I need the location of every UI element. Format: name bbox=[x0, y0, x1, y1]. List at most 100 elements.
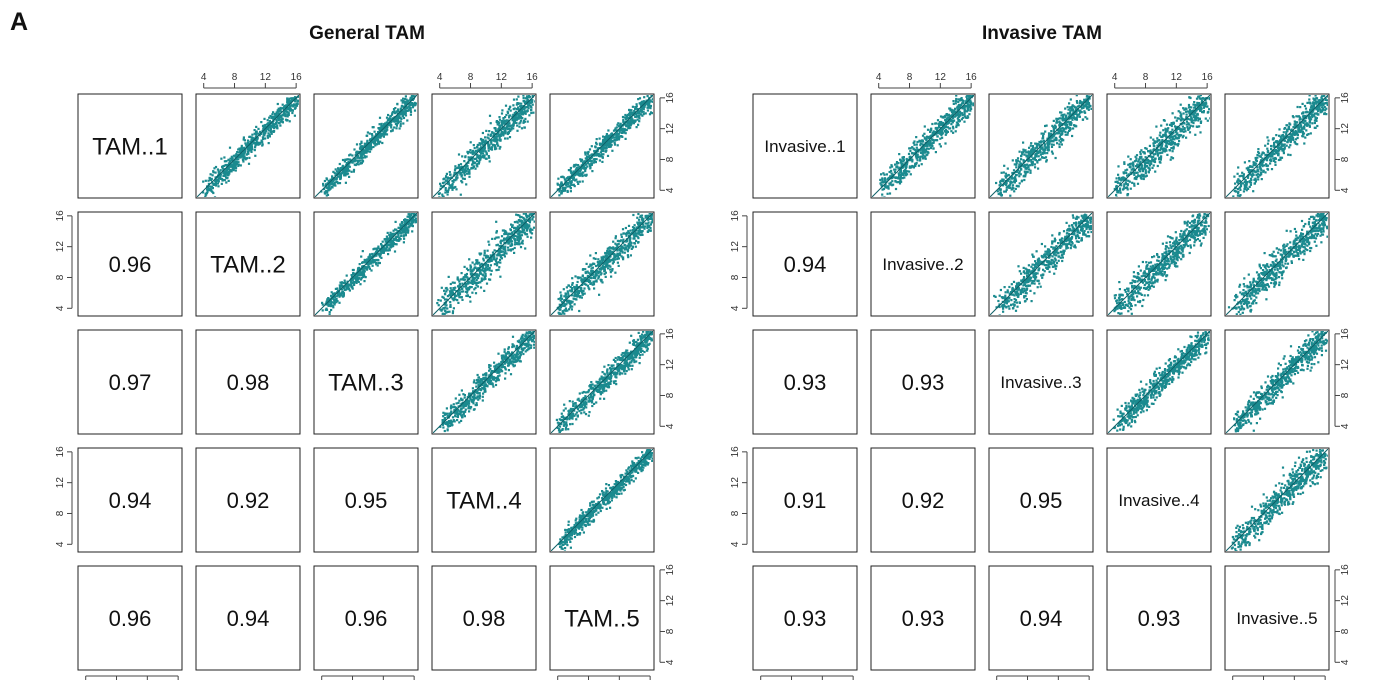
scatter-point bbox=[457, 163, 460, 167]
scatter-point bbox=[562, 188, 565, 191]
scatter-point bbox=[458, 292, 461, 295]
scatter-point bbox=[483, 251, 486, 255]
scatter-point bbox=[408, 215, 411, 218]
scatter-point bbox=[385, 249, 388, 252]
scatter-point bbox=[347, 286, 350, 289]
scatter-point bbox=[513, 361, 516, 364]
scatter-point bbox=[279, 106, 282, 109]
scatter-point bbox=[629, 124, 632, 127]
scatter-point bbox=[467, 407, 470, 410]
scatter-point bbox=[483, 154, 486, 157]
scatter-point bbox=[323, 188, 326, 191]
scatter-point bbox=[458, 393, 461, 396]
scatter-point bbox=[495, 379, 498, 382]
scatter-point bbox=[584, 280, 587, 283]
scatter-point bbox=[651, 218, 653, 221]
scatter-point bbox=[560, 192, 563, 195]
scatter-point bbox=[483, 267, 487, 270]
scatter-point bbox=[247, 162, 251, 165]
scatter-point bbox=[467, 394, 470, 397]
scatter-point bbox=[236, 151, 239, 154]
scatter-point bbox=[484, 139, 487, 142]
scatter-point bbox=[531, 95, 534, 97]
scatter-point bbox=[480, 152, 483, 155]
scatter-point bbox=[391, 232, 394, 235]
scatter-point bbox=[485, 383, 488, 386]
scatter-point bbox=[277, 107, 280, 110]
scatter-point bbox=[586, 152, 589, 155]
scatter-point bbox=[615, 254, 618, 257]
scatter-point bbox=[497, 261, 500, 264]
scatter-point bbox=[329, 187, 332, 190]
scatter-point bbox=[527, 101, 530, 104]
scatter-point bbox=[269, 129, 272, 132]
scatter-point bbox=[380, 256, 383, 259]
scatter-point bbox=[448, 186, 451, 189]
scatter-point bbox=[599, 278, 602, 281]
scatter-point bbox=[503, 365, 506, 369]
scatter-point bbox=[343, 285, 346, 288]
scatter-point bbox=[265, 130, 268, 133]
scatter-point bbox=[494, 383, 498, 387]
scatter-point bbox=[486, 256, 489, 259]
scatter-point bbox=[503, 355, 506, 358]
scatter-point bbox=[386, 128, 389, 131]
scatter-point bbox=[569, 181, 573, 185]
scatter-point bbox=[395, 111, 398, 114]
scatter-point bbox=[366, 146, 369, 149]
scatter-point bbox=[584, 151, 587, 154]
scatter-point bbox=[378, 261, 381, 265]
scatter-point bbox=[524, 100, 527, 103]
scatter-point bbox=[588, 148, 592, 151]
scatter-point bbox=[485, 282, 489, 285]
scatter-point bbox=[377, 258, 380, 262]
scatter-point bbox=[524, 233, 527, 236]
scatter-point bbox=[342, 293, 345, 296]
scatter-point bbox=[256, 136, 259, 139]
scatter-point bbox=[229, 168, 232, 171]
scatter-point bbox=[463, 172, 466, 175]
scatter-point bbox=[583, 287, 586, 290]
scatter-point bbox=[608, 140, 611, 143]
scatter-point bbox=[443, 313, 446, 315]
scatter-point bbox=[642, 107, 645, 111]
scatter-point bbox=[493, 138, 497, 141]
scatter-point bbox=[222, 171, 225, 174]
scatter-point bbox=[574, 179, 577, 182]
scatter-point bbox=[649, 99, 652, 102]
scatter-point bbox=[474, 397, 477, 400]
scatter-point bbox=[291, 97, 294, 100]
scatter-point bbox=[250, 148, 253, 151]
scatter-point bbox=[467, 158, 470, 161]
scatter-point bbox=[495, 230, 498, 233]
scatter-point bbox=[508, 114, 511, 117]
scatter-point bbox=[505, 352, 508, 355]
scatter-point bbox=[527, 341, 530, 344]
scatter-point bbox=[501, 370, 504, 373]
scatter-point bbox=[266, 134, 269, 137]
scatter-point bbox=[341, 285, 344, 288]
scatter-point bbox=[614, 237, 617, 240]
scatter-point bbox=[461, 410, 464, 413]
scatter-point bbox=[284, 108, 287, 112]
scatter-point bbox=[489, 381, 492, 384]
scatter-point bbox=[578, 173, 581, 176]
scatter-point bbox=[445, 407, 448, 410]
scatter-point bbox=[268, 116, 271, 119]
scatter-point bbox=[471, 273, 474, 276]
scatter-point bbox=[372, 261, 375, 264]
scatter-point bbox=[649, 229, 652, 232]
scatter-point bbox=[333, 183, 336, 186]
scatter-point bbox=[489, 273, 492, 276]
scatter-point bbox=[558, 190, 561, 193]
scatter-point bbox=[465, 170, 468, 173]
scatter-point bbox=[464, 156, 467, 159]
scatter-point bbox=[460, 296, 463, 299]
scatter-point bbox=[532, 111, 535, 114]
scatter-point bbox=[237, 161, 240, 164]
scatter-point bbox=[462, 406, 465, 409]
scatter-point bbox=[270, 124, 273, 127]
scatter-point bbox=[643, 104, 646, 107]
scatter-point bbox=[576, 280, 579, 284]
scatter-point bbox=[350, 161, 353, 164]
